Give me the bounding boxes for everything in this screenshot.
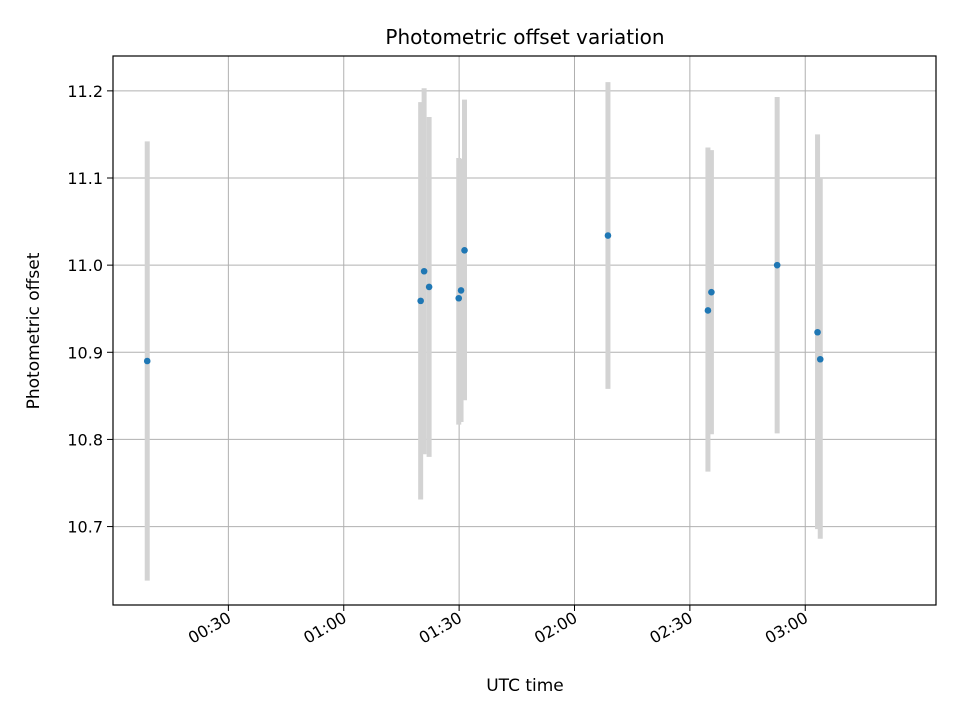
plot-frame [112,55,937,606]
data-point [461,247,468,254]
y-axis-ticks: 10.7 10.8 10.9 11.0 11.1 11.2 [67,82,113,537]
data-point [457,287,465,294]
data-point [604,232,612,239]
data-point [143,357,151,365]
data-point [773,261,781,269]
y-tick-label: 10.8 [67,430,103,449]
data-point [420,267,428,275]
data-point [704,307,712,314]
data-points [143,232,824,365]
data-point [425,283,433,291]
data-point [417,297,424,305]
data-point [455,294,463,302]
y-tick-label: 11.2 [67,82,103,101]
data-point [708,288,715,296]
plot-area [113,56,936,605]
y-axis-label: Photometric offset [24,252,44,409]
chart-title: Photometric offset variation [385,25,664,49]
data-point [814,328,821,336]
y-tick-label: 11.0 [67,256,103,275]
x-axis-label: UTC time [486,676,564,696]
y-tick-label: 10.7 [67,518,103,537]
y-tick-label: 11.1 [67,169,103,188]
data-point [816,355,824,363]
y-tick-label: 10.9 [67,343,103,362]
